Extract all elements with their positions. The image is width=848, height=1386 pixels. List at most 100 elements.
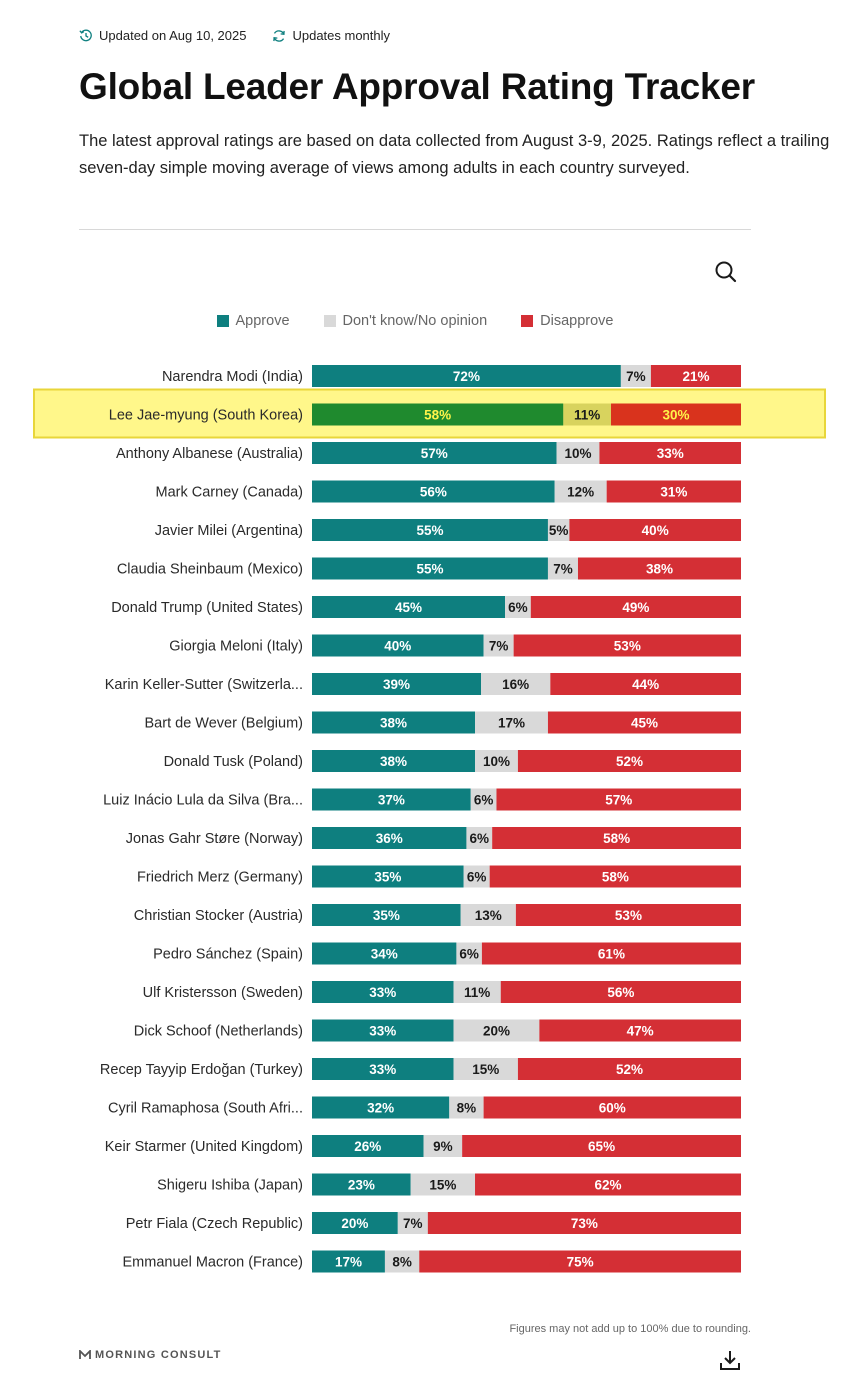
bar-neutral[interactable] [460, 904, 516, 926]
bar-disapprove[interactable] [489, 865, 741, 888]
bar-neutral[interactable] [481, 673, 551, 695]
data-label-approve: 72% [453, 369, 480, 384]
bar-disapprove[interactable] [427, 1212, 741, 1234]
data-label-disapprove: 60% [599, 1101, 626, 1116]
data-label-disapprove: 75% [567, 1255, 594, 1270]
bar-disapprove[interactable] [481, 942, 741, 965]
bar-disapprove[interactable] [650, 365, 741, 387]
data-label-neutral: 17% [498, 716, 525, 731]
category-label: Bart de Wever (Belgium) [145, 716, 303, 732]
data-label-disapprove: 58% [602, 870, 629, 885]
search-button[interactable] [712, 258, 740, 286]
bar-approve[interactable] [312, 750, 476, 772]
bar-disapprove[interactable] [599, 442, 741, 464]
bar-approve[interactable] [312, 1096, 450, 1119]
data-label-disapprove: 21% [682, 369, 709, 384]
bar-disapprove[interactable] [547, 711, 741, 734]
bar-disapprove[interactable] [611, 403, 741, 426]
bar-neutral[interactable] [505, 596, 531, 618]
data-label-disapprove: 65% [588, 1139, 615, 1154]
bar-neutral[interactable] [554, 480, 607, 503]
bar-neutral[interactable] [463, 865, 490, 888]
bar-disapprove[interactable] [496, 788, 741, 811]
bar-disapprove[interactable] [515, 904, 741, 926]
bar-approve[interactable] [312, 827, 467, 849]
bar-approve[interactable] [312, 365, 621, 387]
bar-disapprove[interactable] [530, 596, 741, 618]
bar-neutral[interactable] [384, 1250, 420, 1273]
bar-approve[interactable] [312, 442, 557, 464]
bar-neutral[interactable] [563, 403, 611, 426]
bar-approve[interactable] [312, 596, 506, 618]
bar-neutral[interactable] [556, 442, 600, 464]
bar-neutral[interactable] [466, 827, 493, 849]
bar-approve[interactable] [312, 1250, 385, 1273]
bar-approve[interactable] [312, 788, 471, 811]
bar-neutral[interactable] [453, 981, 501, 1003]
bar-neutral[interactable] [453, 1058, 518, 1080]
bar-neutral[interactable] [410, 1173, 476, 1196]
bar-neutral[interactable] [449, 1096, 484, 1119]
category-label: Recep Tayyip Erdoğan (Turkey) [100, 1062, 303, 1078]
bar-disapprove[interactable] [577, 557, 741, 580]
legend-approve[interactable]: Approve [216, 313, 290, 329]
bar-neutral[interactable] [453, 1019, 540, 1042]
legend-neutral[interactable]: Don't know/No opinion [323, 313, 487, 329]
bar-approve[interactable] [312, 904, 461, 926]
bar-disapprove[interactable] [539, 1019, 741, 1042]
bar-approve[interactable] [312, 557, 548, 580]
bar-neutral[interactable] [547, 519, 570, 541]
data-label-neutral: 20% [483, 1024, 510, 1039]
bar-disapprove[interactable] [483, 1096, 741, 1119]
bar-neutral[interactable] [470, 788, 497, 811]
bar-neutral[interactable] [475, 750, 518, 772]
bar-approve[interactable] [312, 634, 484, 657]
bar-approve[interactable] [312, 480, 555, 503]
bar-approve[interactable] [312, 1135, 424, 1157]
data-label-neutral: 11% [464, 985, 490, 1000]
bar-disapprove[interactable] [492, 827, 741, 849]
bar-approve[interactable] [312, 673, 481, 695]
bar-neutral[interactable] [475, 711, 548, 734]
bar-neutral[interactable] [620, 365, 651, 387]
legend-disapprove[interactable]: Disapprove [521, 313, 614, 329]
bar-disapprove[interactable] [462, 1135, 741, 1157]
bar-neutral[interactable] [423, 1135, 463, 1157]
bar-disapprove[interactable] [517, 1058, 741, 1080]
download-button[interactable] [718, 1348, 742, 1372]
data-label-neutral: 6% [470, 831, 490, 846]
bar-disapprove[interactable] [500, 981, 741, 1003]
bar-disapprove[interactable] [569, 519, 741, 541]
data-label-approve: 33% [369, 985, 396, 1000]
page-title: Global Leader Approval Rating Tracker [79, 66, 755, 107]
bar-approve[interactable] [312, 1058, 454, 1080]
bar-disapprove[interactable] [475, 1173, 741, 1196]
bar-approve[interactable] [312, 711, 476, 734]
bar-disapprove[interactable] [606, 480, 741, 503]
category-label: Cyril Ramaphosa (South Afri... [108, 1101, 303, 1117]
legend-neutral-swatch [323, 315, 336, 327]
refresh-icon [273, 29, 286, 42]
bar-approve[interactable] [312, 942, 457, 965]
bar-approve[interactable] [312, 865, 464, 888]
legend-disapprove-label: Disapprove [540, 313, 614, 329]
bar-disapprove[interactable] [517, 750, 741, 772]
bar-neutral[interactable] [456, 942, 482, 965]
data-label-disapprove: 31% [660, 485, 687, 500]
bar-neutral[interactable] [547, 557, 578, 580]
data-label-approve: 40% [384, 639, 411, 654]
bar-disapprove[interactable] [513, 634, 741, 657]
chart-legend: Approve Don't know/No opinion Disapprove [0, 313, 830, 329]
bar-approve[interactable] [312, 519, 548, 541]
category-label: Claudia Sheinbaum (Mexico) [117, 562, 303, 578]
bar-neutral[interactable] [397, 1212, 428, 1234]
bar-approve[interactable] [312, 1019, 454, 1042]
bar-neutral[interactable] [483, 634, 514, 657]
bar-approve[interactable] [312, 403, 564, 426]
category-label: Mark Carney (Canada) [156, 485, 303, 501]
bar-approve[interactable] [312, 981, 454, 1003]
bar-approve[interactable] [312, 1173, 411, 1196]
bar-approve[interactable] [312, 1212, 398, 1234]
bar-disapprove[interactable] [419, 1250, 741, 1273]
bar-disapprove[interactable] [550, 673, 741, 695]
